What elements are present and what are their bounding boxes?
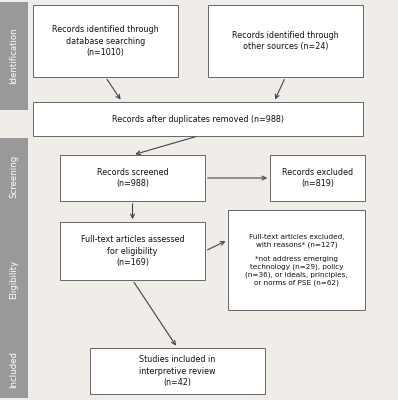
Text: Eligibility: Eligibility	[10, 259, 18, 299]
Text: Screening: Screening	[10, 154, 18, 198]
Bar	[0, 138, 28, 214]
Bar	[0, 214, 28, 344]
Text: Records identified through
other sources (n=24): Records identified through other sources…	[232, 31, 339, 51]
Bar	[0, 340, 28, 398]
Text: Records screened
(n=988): Records screened (n=988)	[97, 168, 168, 188]
Text: Records identified through
database searching
(n=1010): Records identified through database sear…	[52, 25, 159, 57]
Bar	[33, 102, 363, 136]
Bar	[0, 2, 28, 110]
Bar	[33, 5, 178, 77]
Text: Full-text articles assessed
for eligibility
(n=169): Full-text articles assessed for eligibil…	[81, 235, 184, 266]
Bar	[208, 5, 363, 77]
Text: Full-text articles excluded,
with reasons* (n=127)

*not address emerging
techno: Full-text articles excluded, with reason…	[245, 234, 348, 286]
Bar	[228, 210, 365, 310]
Text: Studies included in
interpretive review
(n=42): Studies included in interpretive review …	[139, 355, 216, 386]
Text: Identification: Identification	[10, 28, 18, 84]
Bar	[90, 348, 265, 394]
Bar	[60, 155, 205, 201]
Bar	[270, 155, 365, 201]
Text: Included: Included	[10, 350, 18, 388]
Text: Records excluded
(n=819): Records excluded (n=819)	[282, 168, 353, 188]
Text: Records after duplicates removed (n=988): Records after duplicates removed (n=988)	[112, 114, 284, 124]
Bar	[60, 222, 205, 280]
